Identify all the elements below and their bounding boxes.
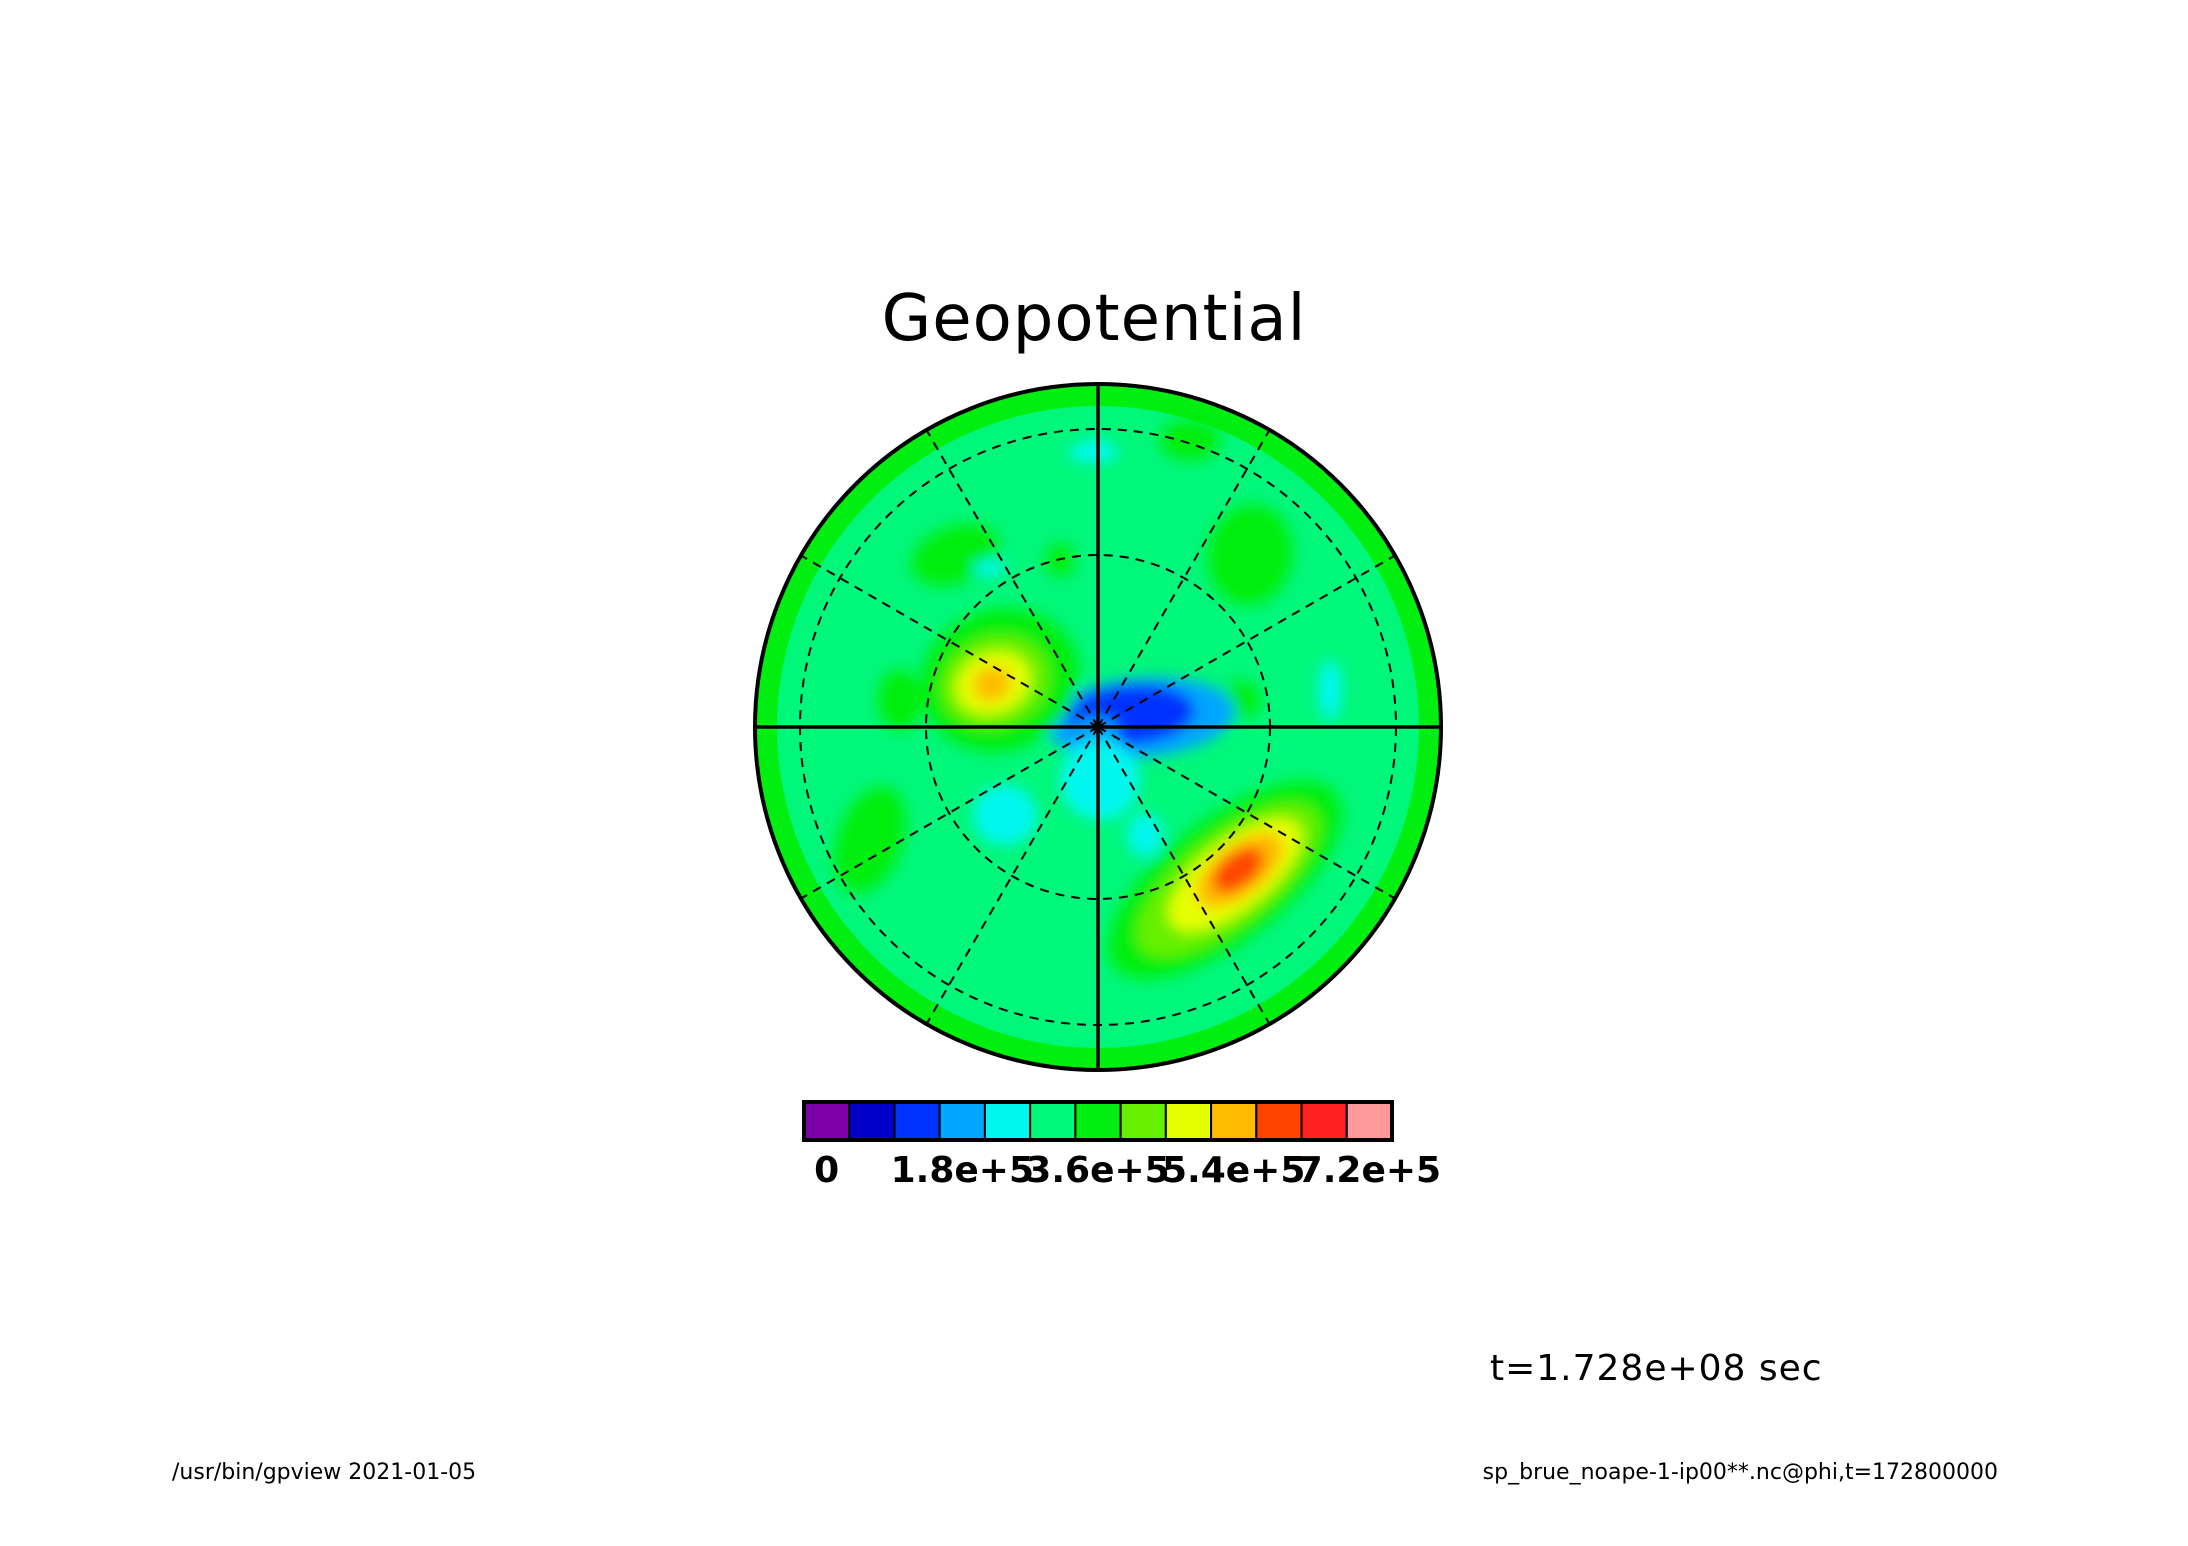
colorbar [802, 1100, 1394, 1142]
footer-right: sp_brue_noape-1-ip00**.nc@phi,t=17280000… [1482, 1460, 1998, 1485]
colorbar-tick-label: 5.4e+5 [1161, 1150, 1306, 1191]
colorbar-swatch [1074, 1101, 1122, 1141]
contour-low [1060, 740, 1140, 820]
colorbar-swatch [1300, 1101, 1348, 1141]
contour-patch-low [1068, 443, 1118, 463]
colorbar-swatch [1210, 1101, 1258, 1141]
contour-patch-low [1318, 660, 1342, 720]
contour-patch [1207, 505, 1293, 605]
colorbar-swatch [983, 1101, 1032, 1141]
plot-boundary [753, 382, 1443, 1072]
colorbar-swatch [1255, 1101, 1303, 1141]
field-contours [834, 420, 1342, 979]
colorbar-tick-label: 7.2e+5 [1297, 1150, 1442, 1191]
colorbar-swatch [1345, 1101, 1394, 1141]
contour-patch [834, 787, 906, 893]
chart-title: Geopotential [881, 282, 1307, 356]
contour-patch [878, 670, 922, 730]
contour-patch [1160, 420, 1220, 460]
colorbar-swatch [893, 1101, 941, 1141]
colorbar-frame [802, 1100, 1394, 1142]
time-annotation: t=1.728e+08 sec [1490, 1348, 1823, 1389]
colorbar-tick-label: 3.6e+5 [1026, 1150, 1170, 1191]
contour-patch-low [1127, 813, 1163, 857]
colorbar-swatch [803, 1101, 851, 1141]
colorbar-swatch [1029, 1101, 1077, 1141]
contour-high [972, 666, 1012, 702]
colorbar-tick-label: 1.8e+5 [890, 1150, 1034, 1191]
contour-patch-low [973, 785, 1037, 845]
colorbar-swatch [1164, 1101, 1213, 1141]
footer-left: /usr/bin/gpview 2021-01-05 [172, 1460, 477, 1485]
colorbar-swatch [1119, 1101, 1167, 1141]
contour-high [1227, 860, 1249, 880]
colorbar-tick-label: 0 [814, 1150, 840, 1191]
colorbar-swatch [848, 1101, 896, 1141]
colorbar-swatch [938, 1101, 986, 1141]
contour-patch-low [974, 560, 1006, 576]
polar-grid [753, 382, 1443, 1072]
